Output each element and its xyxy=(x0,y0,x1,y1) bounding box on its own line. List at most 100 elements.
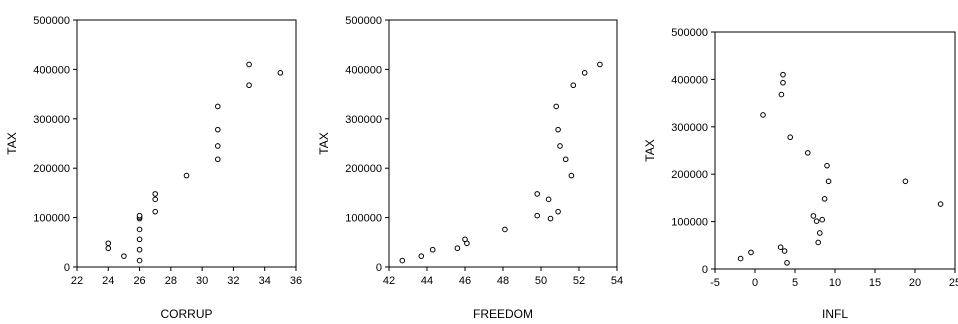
data-point xyxy=(121,253,127,259)
data-point xyxy=(214,156,221,163)
y-tick-label: 200000 xyxy=(671,169,708,181)
data-point xyxy=(748,249,754,256)
data-point xyxy=(136,226,143,233)
data-point xyxy=(214,126,221,133)
data-point xyxy=(152,196,159,203)
data-point xyxy=(568,172,575,179)
data-point xyxy=(824,162,830,169)
x-tick-label: 30 xyxy=(196,275,208,287)
data-point xyxy=(534,191,541,197)
data-point xyxy=(246,61,252,68)
data-point xyxy=(780,71,786,78)
data-point xyxy=(553,103,560,110)
x-tick-label: 48 xyxy=(497,275,509,287)
x-tick-label: -5 xyxy=(710,277,720,289)
data-point xyxy=(555,126,561,133)
data-point xyxy=(136,236,143,243)
x-tick-label: 5 xyxy=(792,277,798,289)
x-tick-label: 54 xyxy=(611,275,623,287)
data-point xyxy=(454,245,461,252)
data-point xyxy=(787,134,794,141)
x-tick-label: 20 xyxy=(909,277,921,289)
data-point xyxy=(136,212,143,219)
x-axis-label: FREEDOM xyxy=(473,307,533,321)
data-point xyxy=(805,150,811,156)
data-point xyxy=(399,257,406,264)
data-point xyxy=(105,240,112,247)
x-tick-label: 42 xyxy=(383,275,395,287)
data-point xyxy=(545,196,552,203)
data-point xyxy=(902,178,909,185)
y-tick-label: 400000 xyxy=(33,64,70,76)
y-tick-label: 100000 xyxy=(33,213,70,225)
x-axis-label: CORRUP xyxy=(160,307,212,321)
x-tick-label: 0 xyxy=(752,277,758,289)
y-axis-label: TAX xyxy=(317,132,331,154)
x-tick-label: 50 xyxy=(535,275,547,287)
data-point xyxy=(152,191,159,197)
data-point xyxy=(813,218,820,224)
y-tick-label: 500000 xyxy=(33,15,70,27)
data-point xyxy=(810,213,817,219)
data-point xyxy=(105,245,112,252)
data-point xyxy=(777,244,784,250)
data-point xyxy=(214,143,221,149)
y-tick-label: 400000 xyxy=(345,64,382,76)
data-point xyxy=(817,230,823,236)
x-tick-label: 22 xyxy=(71,275,83,287)
x-tick-label: 34 xyxy=(259,275,271,287)
data-point xyxy=(502,226,508,233)
y-tick-label: 200000 xyxy=(33,163,70,175)
x-tick-label: 25 xyxy=(949,277,958,289)
y-tick-label: 300000 xyxy=(671,122,708,134)
data-point xyxy=(277,70,284,76)
plot-frame-3 xyxy=(714,31,956,270)
data-point xyxy=(815,239,822,246)
data-point xyxy=(570,82,577,89)
y-tick-label: 200000 xyxy=(345,163,382,175)
x-tick-label: 24 xyxy=(102,275,114,287)
data-point xyxy=(781,248,788,254)
x-axis-label: INFL xyxy=(822,307,848,321)
x-tick-label: 44 xyxy=(421,275,433,287)
data-point xyxy=(760,112,766,118)
data-point xyxy=(784,260,790,266)
data-point xyxy=(183,172,190,179)
data-point xyxy=(821,196,828,202)
x-tick-label: 28 xyxy=(165,275,177,287)
data-point xyxy=(418,253,425,259)
data-point xyxy=(597,61,603,68)
plot-frame-1 xyxy=(76,19,297,268)
y-tick-label: 300000 xyxy=(345,114,382,126)
data-point xyxy=(778,91,785,98)
data-point xyxy=(152,208,159,215)
data-point xyxy=(562,156,569,163)
y-tick-label: 500000 xyxy=(671,27,708,39)
data-point xyxy=(555,208,561,215)
data-point xyxy=(462,236,468,243)
data-point xyxy=(214,103,221,110)
x-tick-label: 10 xyxy=(829,277,841,289)
data-point xyxy=(547,215,554,222)
data-point xyxy=(737,255,744,262)
data-point xyxy=(429,246,436,253)
y-axis-label: TAX xyxy=(5,132,19,154)
x-tick-label: 15 xyxy=(869,277,881,289)
x-tick-label: 36 xyxy=(290,275,302,287)
x-tick-label: 46 xyxy=(459,275,471,287)
data-point xyxy=(581,70,588,76)
x-tick-label: 32 xyxy=(227,275,239,287)
y-tick-label: 400000 xyxy=(671,74,708,86)
data-point xyxy=(819,216,826,223)
y-axis-label: TAX xyxy=(643,139,657,161)
y-tick-label: 0 xyxy=(702,264,708,276)
y-tick-label: 500000 xyxy=(345,15,382,27)
data-point xyxy=(825,178,832,185)
y-tick-label: 0 xyxy=(64,262,70,274)
data-point xyxy=(136,257,143,264)
data-point xyxy=(534,212,541,219)
y-tick-label: 100000 xyxy=(345,213,382,225)
data-point xyxy=(780,79,786,86)
x-tick-label: 52 xyxy=(573,275,585,287)
